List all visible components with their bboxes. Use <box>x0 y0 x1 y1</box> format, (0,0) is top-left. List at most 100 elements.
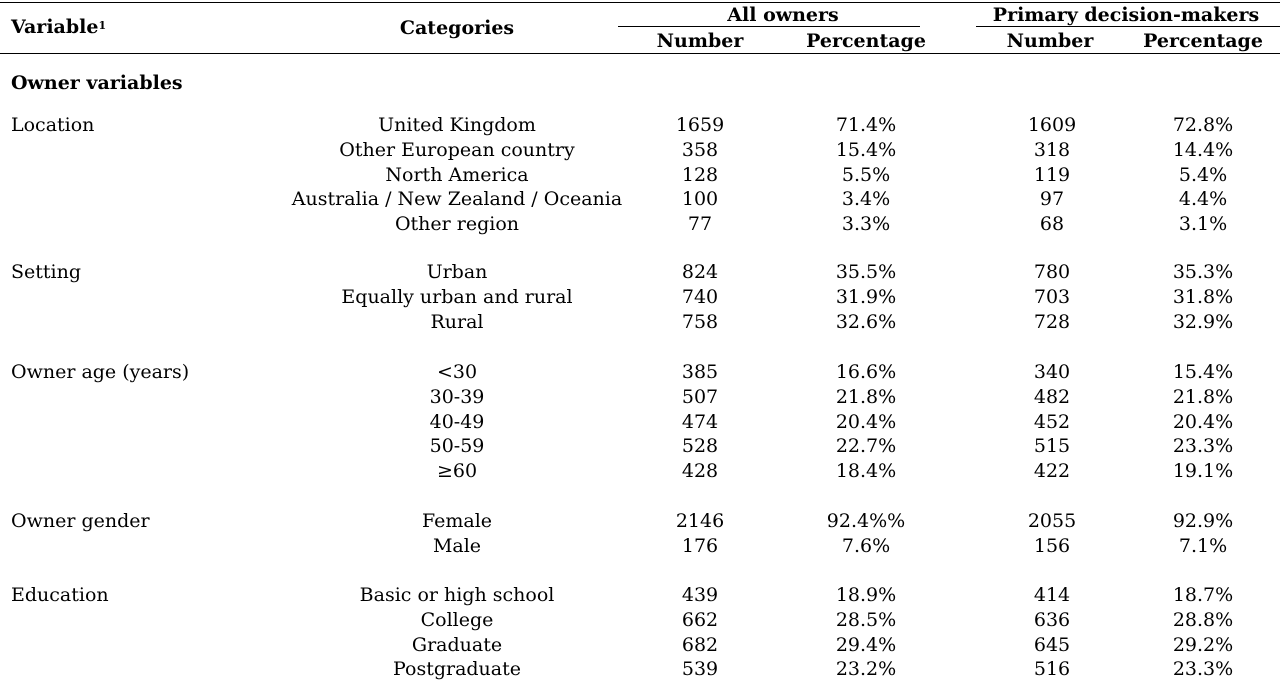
cell-category: Other European country <box>339 139 575 161</box>
cell-all-number: 474 <box>681 411 719 433</box>
cell-all-percentage: 29.4% <box>835 634 897 656</box>
cell-pdm-number: 422 <box>1033 460 1071 482</box>
cell-all-number: 740 <box>681 286 719 308</box>
variable-label: Owner gender <box>11 510 150 532</box>
cell-category: <30 <box>436 361 478 383</box>
cell-category: Male <box>432 535 482 557</box>
cell-pdm-number: 119 <box>1033 164 1071 186</box>
cell-pdm-number: 728 <box>1033 311 1071 333</box>
cell-all-number: 758 <box>681 311 719 333</box>
table-top-rule <box>0 2 1280 3</box>
cell-pdm-number: 97 <box>1039 188 1065 210</box>
cell-all-number: 358 <box>681 139 719 161</box>
cell-all-number: 100 <box>681 188 719 210</box>
cell-pdm-percentage: 20.4% <box>1172 411 1234 433</box>
cell-all-percentage: 15.4% <box>835 139 897 161</box>
cell-all-number: 439 <box>681 584 719 606</box>
group-rule-primary-decision-makers <box>976 26 1280 27</box>
cell-category: ≥60 <box>436 460 478 482</box>
cell-category: Equally urban and rural <box>341 286 573 308</box>
cell-category: Rural <box>430 311 484 333</box>
variable-label: Education <box>11 584 109 606</box>
cell-all-number: 385 <box>681 361 719 383</box>
cell-pdm-percentage: 92.9% <box>1172 510 1234 532</box>
cell-pdm-percentage: 23.3% <box>1172 435 1234 457</box>
cell-pdm-percentage: 18.7% <box>1172 584 1234 606</box>
cell-category: United Kingdom <box>378 114 536 136</box>
cell-category: College <box>420 609 494 631</box>
cell-pdm-percentage: 35.3% <box>1172 261 1234 283</box>
header-number-pdm: Number <box>1006 30 1094 52</box>
cell-pdm-number: 414 <box>1033 584 1071 606</box>
section-title: Owner variables <box>11 72 183 94</box>
cell-all-percentage: 16.6% <box>835 361 897 383</box>
header-all-owners: All owners <box>727 4 839 26</box>
cell-category: 50-59 <box>429 435 485 457</box>
cell-pdm-percentage: 5.4% <box>1178 164 1228 186</box>
variable-label: Owner age (years) <box>11 361 190 383</box>
cell-pdm-percentage: 3.1% <box>1178 213 1228 235</box>
cell-pdm-percentage: 15.4% <box>1172 361 1234 383</box>
cell-pdm-number: 156 <box>1033 535 1071 557</box>
cell-all-percentage: 7.6% <box>841 535 891 557</box>
cell-pdm-number: 482 <box>1033 386 1071 408</box>
cell-all-percentage: 5.5% <box>841 164 891 186</box>
cell-pdm-percentage: 28.8% <box>1172 609 1234 631</box>
cell-all-percentage: 3.4% <box>841 188 891 210</box>
cell-all-number: 539 <box>681 658 719 680</box>
header-variable: Variable1 <box>11 16 106 38</box>
cell-pdm-number: 516 <box>1033 658 1071 680</box>
cell-all-number: 428 <box>681 460 719 482</box>
cell-pdm-percentage: 23.3% <box>1172 658 1234 680</box>
cell-all-percentage: 23.2% <box>835 658 897 680</box>
header-percentage-pdm: Percentage <box>1143 30 1263 52</box>
cell-pdm-number: 780 <box>1033 261 1071 283</box>
cell-category: Postgraduate <box>392 658 522 680</box>
cell-all-percentage: 3.3% <box>841 213 891 235</box>
cell-all-number: 77 <box>687 213 713 235</box>
cell-all-number: 1659 <box>675 114 725 136</box>
cell-all-number: 528 <box>681 435 719 457</box>
cell-pdm-percentage: 21.8% <box>1172 386 1234 408</box>
cell-pdm-number: 452 <box>1033 411 1071 433</box>
variable-label: Location <box>11 114 95 136</box>
cell-pdm-number: 636 <box>1033 609 1071 631</box>
cell-pdm-percentage: 29.2% <box>1172 634 1234 656</box>
cell-all-percentage: 18.4% <box>835 460 897 482</box>
cell-all-number: 507 <box>681 386 719 408</box>
header-categories: Categories <box>399 17 515 39</box>
cell-all-percentage: 32.6% <box>835 311 897 333</box>
cell-pdm-number: 515 <box>1033 435 1071 457</box>
header-primary-decision-makers: Primary decision-makers <box>992 4 1260 26</box>
cell-pdm-percentage: 7.1% <box>1178 535 1228 557</box>
cell-pdm-number: 318 <box>1033 139 1071 161</box>
header-bottom-rule <box>0 53 1280 54</box>
variable-label: Setting <box>11 261 82 283</box>
cell-all-percentage: 28.5% <box>835 609 897 631</box>
cell-category: Other region <box>394 213 520 235</box>
cell-all-percentage: 22.7% <box>835 435 897 457</box>
cell-pdm-number: 703 <box>1033 286 1071 308</box>
cell-pdm-number: 645 <box>1033 634 1071 656</box>
group-rule-all-owners <box>618 26 920 27</box>
cell-category: North America <box>385 164 529 186</box>
cell-pdm-number: 340 <box>1033 361 1071 383</box>
cell-category: Basic or high school <box>359 584 555 606</box>
header-percentage-all: Percentage <box>806 30 926 52</box>
cell-all-number: 682 <box>681 634 719 656</box>
cell-pdm-number: 1609 <box>1027 114 1077 136</box>
cell-all-percentage: 35.5% <box>835 261 897 283</box>
cell-pdm-percentage: 14.4% <box>1172 139 1234 161</box>
cell-pdm-number: 2055 <box>1027 510 1077 532</box>
cell-all-percentage: 31.9% <box>835 286 897 308</box>
cell-all-number: 176 <box>681 535 719 557</box>
cell-category: Graduate <box>411 634 503 656</box>
cell-all-percentage: 18.9% <box>835 584 897 606</box>
cell-all-percentage: 71.4% <box>835 114 897 136</box>
cell-category: Australia / New Zealand / Oceania <box>291 188 623 210</box>
cell-all-number: 662 <box>681 609 719 631</box>
header-variable-label: Variable <box>11 16 99 38</box>
cell-pdm-percentage: 4.4% <box>1178 188 1228 210</box>
cell-all-percentage: 20.4% <box>835 411 897 433</box>
cell-pdm-percentage: 19.1% <box>1172 460 1234 482</box>
